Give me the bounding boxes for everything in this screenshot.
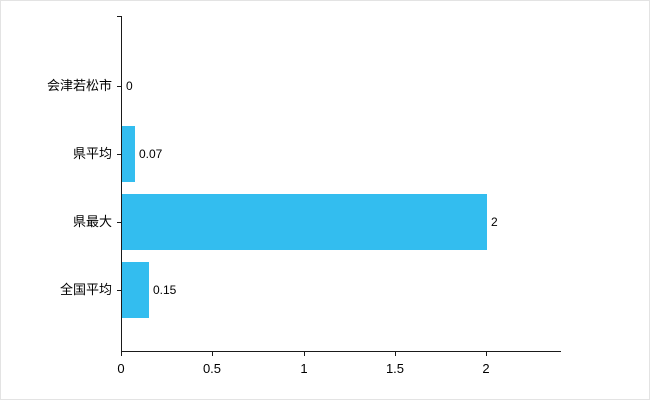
category-label: 会津若松市 xyxy=(46,78,112,93)
bar xyxy=(122,126,135,182)
x-axis-tick-label: 0.5 xyxy=(202,361,222,376)
bar-value-label: 2 xyxy=(491,215,498,229)
x-axis-tick xyxy=(304,352,305,356)
y-axis-tick xyxy=(117,290,121,291)
y-axis-line xyxy=(121,16,122,351)
x-axis-line xyxy=(121,351,561,352)
x-axis-tick-label: 2 xyxy=(482,361,490,376)
x-axis-tick-label: 1.5 xyxy=(385,361,405,376)
bar xyxy=(122,194,487,250)
y-axis-tick xyxy=(117,154,121,155)
category-label: 全国平均 xyxy=(59,282,112,297)
y-axis-top-tick xyxy=(117,16,121,17)
y-axis-tick xyxy=(117,86,121,87)
category-label: 県最大 xyxy=(72,214,112,229)
bar-value-label: 0 xyxy=(126,79,133,93)
y-axis-tick xyxy=(117,222,121,223)
x-axis-tick-label: 0 xyxy=(117,361,125,376)
x-axis-tick xyxy=(212,352,213,356)
x-axis-tick xyxy=(486,352,487,356)
category-label: 県平均 xyxy=(72,146,112,161)
bar-value-label: 0.15 xyxy=(153,283,177,297)
x-axis-tick xyxy=(121,352,122,356)
bar-value-label: 0.07 xyxy=(139,147,163,161)
x-axis-tick xyxy=(395,352,396,356)
bar xyxy=(122,262,149,318)
x-axis-tick-label: 1 xyxy=(300,361,308,376)
